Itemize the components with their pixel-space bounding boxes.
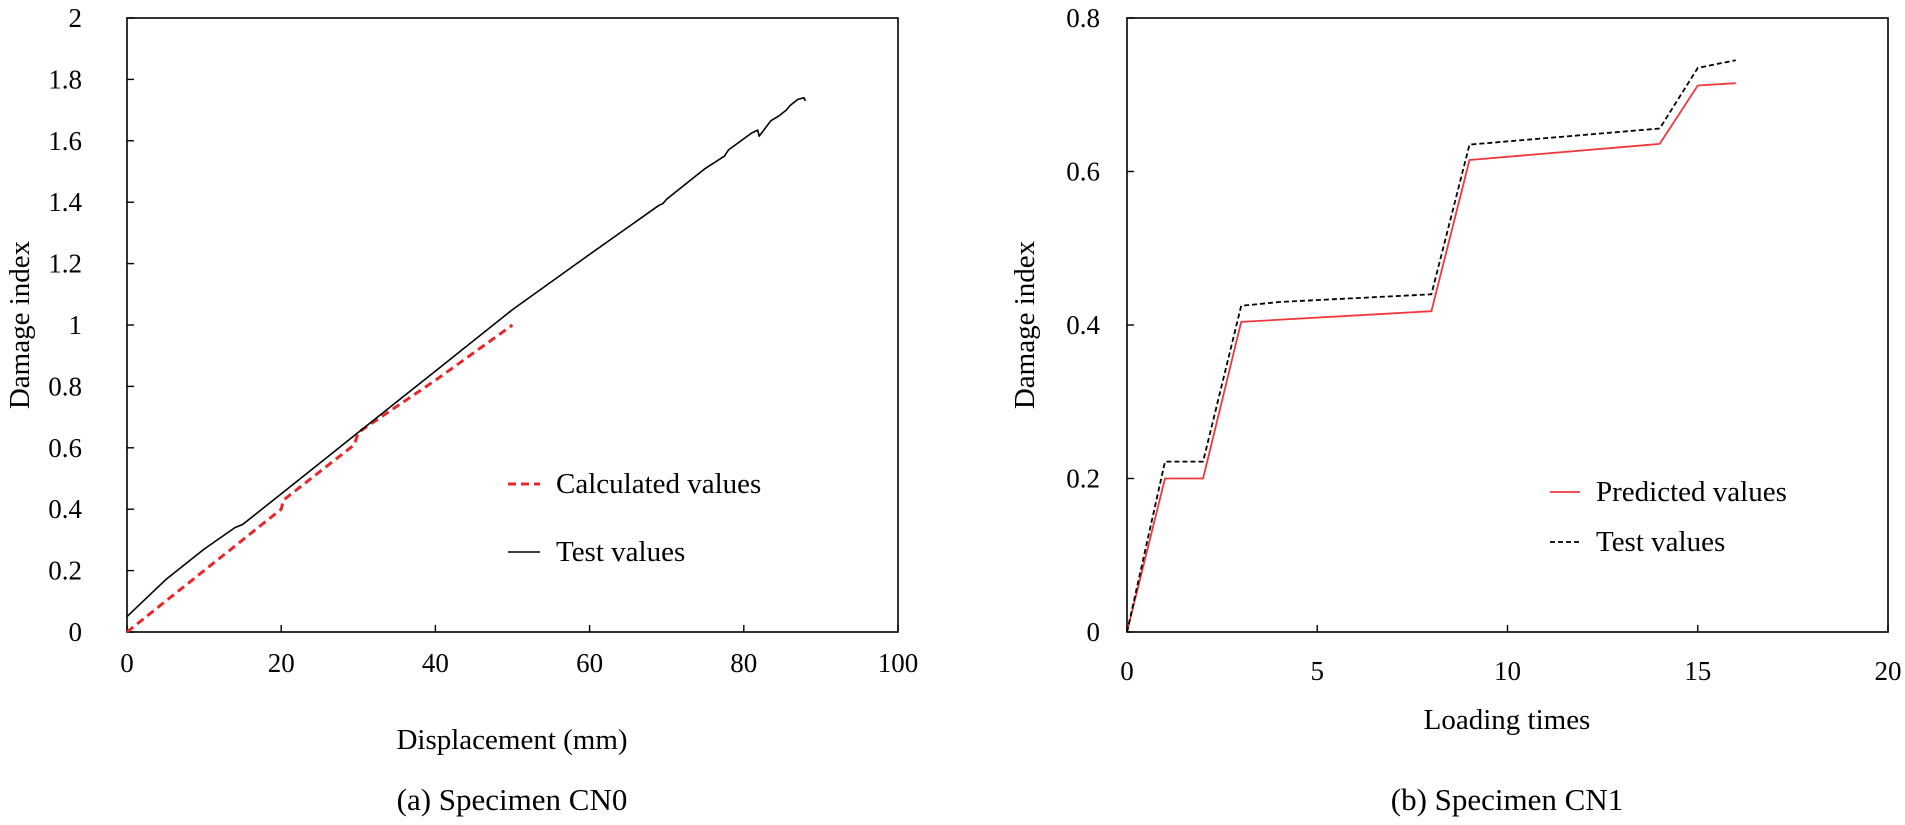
chart-a-y-tick-labels: 0 0.2 0.4 0.6 0.8 1 1.2 1.4 1.6 1.8 2 (48, 3, 134, 647)
chart-a-series (126, 97, 807, 634)
chart-b-x-tick-label: 20 (1875, 656, 1902, 686)
chart-a-y-tick-label: 1 (69, 310, 83, 340)
chart-a-x-axis-title: Displacement (mm) (396, 724, 627, 756)
chart-a-x-tick-labels: 0 20 40 60 80 100 (120, 625, 918, 678)
chart-a-y-tick-label: 1.4 (48, 187, 82, 217)
chart-a-y-tick-label: 2 (69, 3, 83, 33)
chart-b-x-tick-labels: 0 5 10 15 20 (1120, 625, 1902, 686)
chart-b-series-predicted-values-line (1126, 82, 1736, 633)
chart-a-y-tick-label: 1.2 (48, 249, 82, 279)
chart-a-x-tick-label: 40 (422, 648, 449, 678)
chart-b-x-tick-label: 5 (1311, 656, 1325, 686)
chart-a-y-tick-label: 0 (69, 617, 83, 647)
chart-b-x-tick-label: 15 (1684, 656, 1711, 686)
chart-b-y-tick-label: 0.4 (1066, 310, 1100, 340)
chart-a-x-tick-label: 0 (120, 648, 134, 678)
chart-b-x-tick-label: 0 (1120, 656, 1134, 686)
chart-a-x-tick-label: 60 (576, 648, 603, 678)
chart-b-y-tick-label: 0.6 (1066, 157, 1100, 187)
chart-b-y-axis-title: Damage index (1009, 240, 1041, 409)
chart-b-y-tick-label: 0.2 (1066, 464, 1100, 494)
chart-a-series-test-values-line (126, 97, 807, 618)
chart-b-legend: Predicted values Test values (1550, 476, 1787, 558)
chart-b-legend-label-predicted: Predicted values (1596, 476, 1787, 508)
chart-a-legend-label-test: Test values (556, 536, 685, 568)
chart-a-series-calculated-values-line (126, 323, 514, 634)
chart-a-y-tick-label: 1.8 (48, 64, 82, 94)
chart-a-y-tick-label: 0.2 (48, 556, 82, 586)
chart-b-legend-label-test: Test values (1596, 526, 1725, 558)
chart-b-x-tick-label: 10 (1494, 656, 1521, 686)
chart-a-x-tick-label: 100 (878, 648, 919, 678)
chart-a-y-axis-title: Damage index (4, 240, 36, 409)
chart-b-series (1126, 59, 1736, 633)
chart-a-legend-label-calculated: Calculated values (556, 468, 761, 500)
chart-b-y-tick-labels: 0 0.2 0.4 0.6 0.8 (1066, 3, 1134, 647)
chart-b-y-tick-label: 0 (1087, 617, 1101, 647)
chart-a-legend: Calculated values Test values (508, 468, 761, 568)
chart-b: 0 0.2 0.4 0.6 0.8 0 5 10 15 20 Loading times Dam… (1009, 3, 1902, 817)
chart-a-caption: (a) Specimen CN0 (397, 782, 628, 817)
chart-b-x-axis-title: Loading times (1424, 704, 1591, 736)
chart-b-series-test-values-line (1126, 59, 1736, 633)
chart-a-y-tick-label: 0.8 (48, 371, 82, 401)
chart-a-x-tick-label: 80 (730, 648, 757, 678)
chart-a-y-tick-label: 0.6 (48, 433, 82, 463)
chart-a-y-tick-label: 0.4 (48, 494, 82, 524)
chart-b-caption: (b) Specimen CN1 (1391, 782, 1623, 817)
chart-b-y-tick-label: 0.8 (1066, 3, 1100, 33)
chart-a-x-tick-label: 20 (268, 648, 295, 678)
chart-a: 0 0.2 0.4 0.6 0.8 1 1.2 1.4 1.6 1.8 2 0 20 40 60 80 100… (4, 3, 918, 817)
chart-a-y-tick-label: 1.6 (48, 126, 82, 156)
